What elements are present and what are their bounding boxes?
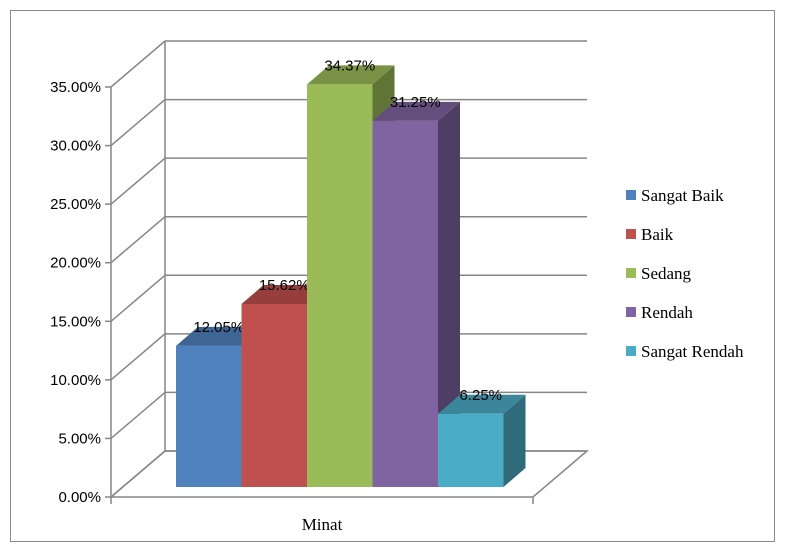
gridline-side bbox=[110, 391, 166, 439]
legend-swatch-sedang bbox=[626, 268, 636, 278]
bar-rendah bbox=[372, 120, 438, 487]
gridline-side bbox=[110, 216, 166, 264]
gridline-side bbox=[110, 333, 166, 381]
gridline-side bbox=[110, 40, 166, 88]
gridline-side bbox=[110, 157, 166, 205]
y-tick-label: 20.00% bbox=[50, 255, 101, 272]
y-tick-label: 30.00% bbox=[50, 138, 101, 155]
bar-sangat-baik bbox=[176, 345, 242, 487]
legend-label-sedang: Sedang bbox=[641, 264, 692, 283]
x-category-label: Minat bbox=[302, 515, 343, 534]
bar-top-rendah bbox=[372, 101, 460, 121]
data-label-sedang: 34.37% bbox=[324, 57, 375, 74]
legend-swatch-sangat-rendah bbox=[626, 346, 636, 356]
bar-baik bbox=[241, 304, 307, 487]
legend-label-sangat-rendah: Sangat Rendah bbox=[641, 342, 744, 361]
gridline-side bbox=[110, 99, 166, 147]
chart-frame bbox=[10, 10, 775, 542]
y-tick-label: 10.00% bbox=[50, 372, 101, 389]
data-label-rendah: 31.25% bbox=[390, 94, 441, 111]
legend-label-baik: Baik bbox=[641, 225, 674, 244]
data-label-sangat-baik: 12.05% bbox=[193, 319, 244, 336]
y-tick-label: 25.00% bbox=[50, 196, 101, 213]
bar-side-sangat-rendah bbox=[503, 394, 526, 487]
bar-side-rendah bbox=[438, 101, 460, 487]
y-tick-label: 15.00% bbox=[50, 313, 101, 330]
legend-swatch-rendah bbox=[626, 307, 636, 317]
legend-swatch-sangat-baik bbox=[626, 190, 636, 200]
bar-top-sedang bbox=[307, 65, 395, 85]
y-tick-label: 35.00% bbox=[50, 79, 101, 96]
data-label-sangat-rendah: 6.25% bbox=[459, 387, 502, 404]
y-tick-label: 0.00% bbox=[58, 489, 101, 506]
floor bbox=[108, 450, 590, 498]
legend-label-rendah: Rendah bbox=[641, 303, 693, 322]
legend-label-sangat-baik: Sangat Baik bbox=[641, 186, 724, 205]
gridline-side bbox=[110, 274, 166, 322]
bar-sangat-rendah bbox=[438, 413, 504, 487]
legend-swatch-baik bbox=[626, 229, 636, 239]
bar-sedang bbox=[307, 84, 373, 487]
bar-top-sangat-rendah bbox=[438, 394, 526, 414]
data-label-baik: 15.62% bbox=[259, 277, 310, 294]
y-tick-label: 5.00% bbox=[58, 430, 101, 447]
